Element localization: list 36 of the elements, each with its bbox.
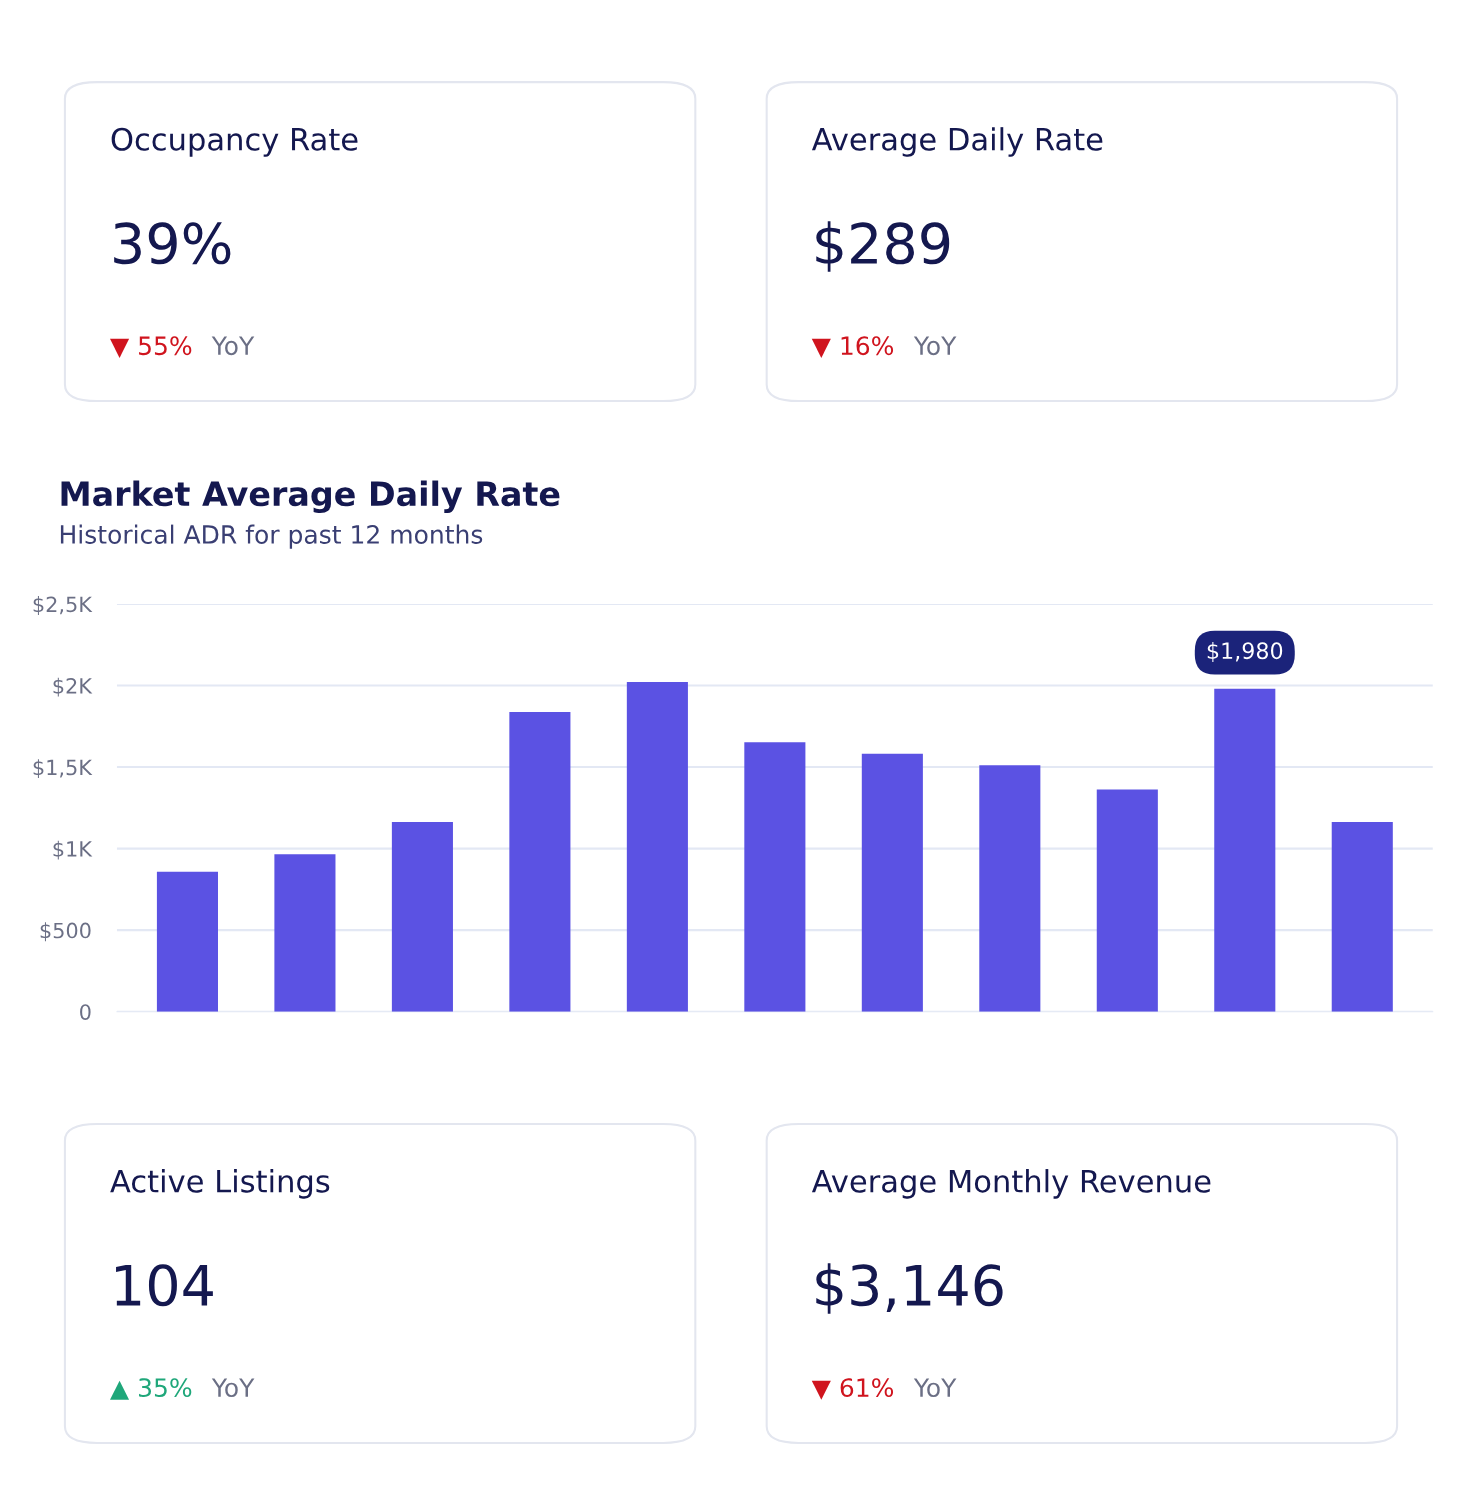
y-tick-label: 0 bbox=[80, 1004, 91, 1020]
bar bbox=[861, 753, 923, 1012]
text: ▼ 61% bbox=[811, 1378, 894, 1400]
bar bbox=[156, 871, 218, 1012]
text: Active Listings bbox=[110, 1169, 330, 1199]
text: YoY bbox=[211, 1378, 255, 1398]
bar bbox=[1096, 789, 1158, 1012]
text: ▲ 35% bbox=[110, 1378, 192, 1400]
y-tick-label: $500 bbox=[40, 922, 91, 942]
text: $289 bbox=[816, 221, 950, 272]
bar bbox=[979, 765, 1041, 1012]
bar bbox=[1331, 822, 1393, 1012]
text: $3,146 bbox=[816, 1263, 1003, 1314]
data-label: $1,980 bbox=[1207, 641, 1283, 663]
text: YoY bbox=[913, 1378, 957, 1398]
text: YoY bbox=[913, 336, 957, 356]
text: Occupancy Rate bbox=[111, 127, 358, 157]
bar bbox=[626, 682, 688, 1012]
text: Average Monthly Revenue bbox=[811, 1169, 1211, 1199]
bar bbox=[509, 712, 571, 1012]
bar bbox=[744, 742, 806, 1012]
text: Average Daily Rate bbox=[811, 127, 1103, 157]
chart-subtitle: Historical ADR for past 12 months bbox=[60, 524, 483, 549]
y-tick-label: $1,5K bbox=[33, 759, 93, 779]
bar bbox=[391, 822, 453, 1012]
y-tick-label: $2,5K bbox=[33, 596, 93, 615]
text: ▼ 16% bbox=[811, 336, 894, 358]
text: 39% bbox=[114, 222, 231, 265]
text: YoY bbox=[211, 336, 255, 356]
y-tick-label: $2K bbox=[53, 677, 93, 697]
chart-title: Market Average Daily Rate bbox=[61, 480, 560, 514]
bar bbox=[1214, 688, 1276, 1012]
y-tick-label: $1K bbox=[53, 840, 93, 860]
bar bbox=[274, 854, 336, 1012]
text: ▼ 55% bbox=[110, 336, 192, 358]
text: 104 bbox=[116, 1264, 213, 1307]
